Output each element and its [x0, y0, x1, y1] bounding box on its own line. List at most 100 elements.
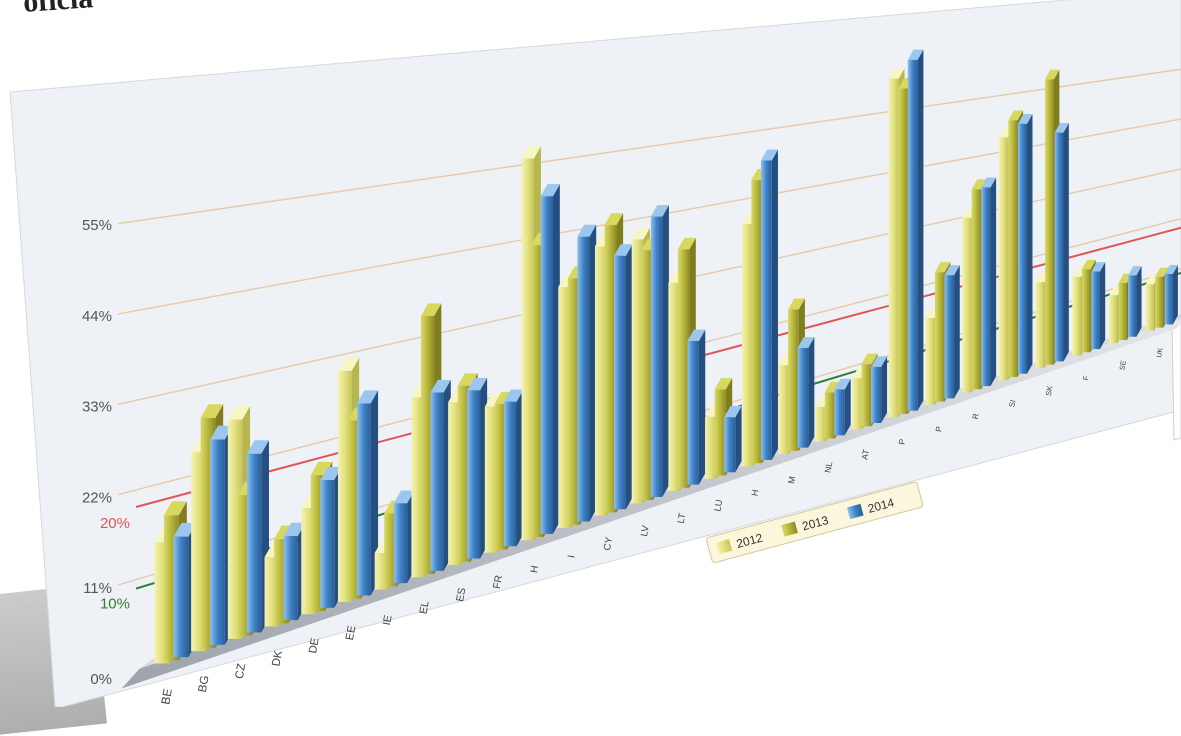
bar-front [714, 389, 726, 476]
bar-top [320, 466, 342, 481]
bar-front [1108, 295, 1118, 344]
bar-top [540, 184, 560, 197]
bar-top [393, 490, 415, 504]
bar-top [971, 179, 987, 190]
bar-front [540, 196, 553, 534]
bar-2014-R [981, 177, 997, 387]
bar-front [1118, 282, 1127, 340]
bar-side [954, 265, 960, 399]
bar-side [662, 205, 669, 497]
bar-top [934, 262, 951, 273]
x-tick-label: LU [712, 499, 724, 512]
chart-card: 0% 11% 22% 33% 44% 55% 20% 10% BE BG CZ DK DE EE IE EL… [9, 0, 1181, 707]
bar-front [998, 137, 1009, 381]
bar-top [337, 357, 360, 371]
bar-front [246, 453, 262, 633]
bar-2014-ES [467, 377, 488, 559]
bar-top [173, 522, 197, 537]
bar-front [567, 278, 580, 525]
bar-top [1054, 123, 1069, 133]
bar-front [1081, 269, 1091, 353]
bar-front [1091, 271, 1100, 350]
bar-front [503, 401, 517, 547]
bar-side [844, 378, 851, 436]
bar-side [771, 149, 778, 460]
bar-front [1145, 284, 1154, 331]
bar-top [246, 440, 269, 454]
bar-front [531, 245, 544, 538]
bar-top [1164, 264, 1178, 274]
bar-top [1017, 114, 1033, 124]
bar-top [687, 329, 706, 341]
bar-front [494, 404, 508, 550]
bar-side [917, 49, 924, 411]
bar-front [393, 503, 408, 584]
bar-2014-LU [724, 406, 742, 473]
bar-front [724, 417, 736, 473]
bar-top [604, 213, 624, 226]
bar-top [871, 356, 888, 367]
bar-front [971, 189, 982, 390]
bar-front [604, 225, 617, 513]
bar-2014-LT [687, 329, 706, 485]
bar-top [981, 177, 997, 188]
bar-side [735, 406, 742, 473]
bar-top [907, 49, 924, 60]
bar-top [227, 405, 251, 420]
bar-top [357, 390, 379, 404]
bar-2014-H [540, 184, 560, 534]
x-tick-label: P [934, 425, 944, 432]
bar-top [1081, 259, 1096, 270]
bar-front [888, 78, 899, 418]
bar-front [1045, 79, 1054, 365]
bar-2014-AT [871, 356, 888, 424]
bar-top [631, 227, 651, 240]
bar-top [1045, 69, 1060, 80]
x-tick-label: NL [823, 461, 835, 474]
bar-top [310, 461, 333, 476]
bar-front [430, 392, 444, 571]
reference-line-label: 20% [100, 515, 130, 532]
x-tick-label: CZ [234, 663, 248, 680]
bar-side [698, 329, 706, 485]
bar-front [851, 378, 863, 430]
bar-front [677, 249, 690, 488]
x-tick-label: ES [455, 587, 468, 603]
bar-front [797, 347, 809, 448]
bar-2014-H [760, 149, 778, 460]
x-tick-label: H [529, 565, 541, 574]
bar-top [834, 378, 851, 390]
bar-side [881, 356, 888, 424]
gridline [117, 68, 1181, 225]
bar-top [788, 298, 805, 310]
bar-front [1164, 273, 1173, 325]
bar-top [824, 381, 842, 393]
bar-top [430, 379, 451, 393]
bar-side [1172, 264, 1178, 325]
bar-front [898, 88, 909, 414]
bar-side [1136, 266, 1142, 337]
bar-top [888, 68, 905, 79]
bar-side [990, 177, 997, 387]
bar-side [1099, 262, 1106, 350]
x-tick-label: LV [639, 524, 652, 537]
bar-2014-F [1091, 262, 1106, 350]
bar-front [907, 59, 918, 411]
x-tick-label: BE [158, 687, 175, 705]
y-tick-label: 11% [83, 580, 112, 597]
bar-top [420, 303, 442, 317]
reference-line-label: 10% [100, 595, 130, 612]
legend-swatch-2014 [846, 503, 864, 520]
bar-2014-SI [1017, 114, 1033, 374]
bar-2014-I [577, 224, 597, 522]
bar-top [724, 406, 742, 418]
x-tick-label: LT [675, 512, 688, 524]
bar-front [614, 255, 626, 510]
bar-top [614, 244, 633, 256]
bar-2014-NL [834, 378, 851, 436]
x-tick-label: FR [492, 574, 505, 589]
bar-top [944, 265, 960, 276]
bar-front [594, 246, 607, 516]
x-tick-label: AT [859, 449, 871, 461]
bar-front [815, 406, 826, 442]
